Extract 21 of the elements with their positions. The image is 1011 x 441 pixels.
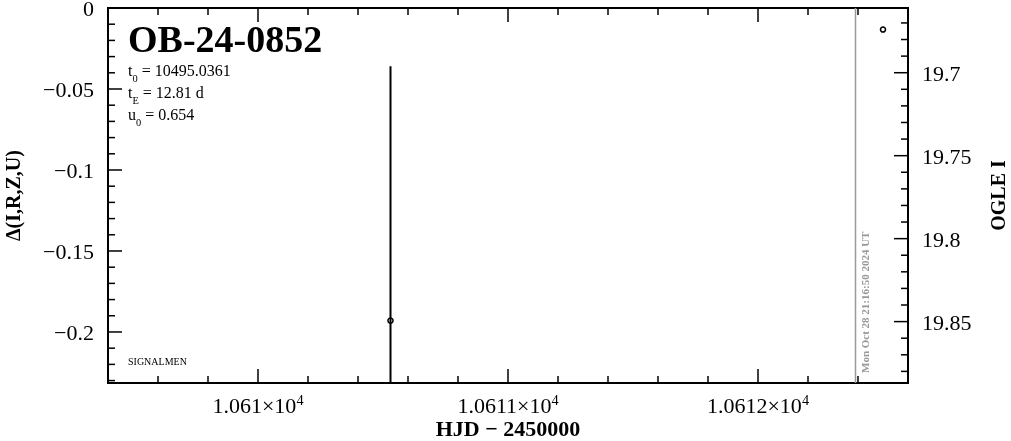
- y2-tick-label: 19.75: [922, 143, 972, 169]
- x-tick-label: 1.0612×10$^{4}$: [706, 392, 810, 418]
- y-tick-label: −0.2: [54, 319, 94, 345]
- y2-tick-label: 19.7: [922, 60, 961, 86]
- y2-tick-label: 19.8: [922, 226, 961, 252]
- y-tick-label: −0.1: [54, 157, 94, 183]
- annotation: Mon Oct 28 21:16:50 2024 UT: [858, 230, 871, 373]
- annotation: u$_{0}$ = 0.654: [128, 106, 195, 128]
- chart-title: OB-24-0852: [128, 18, 323, 60]
- x-tick-label: 1.0611×10$^{4}$: [457, 392, 559, 418]
- x-tick-label: 1.061×10$^{4}$: [212, 392, 304, 418]
- y-axis-title: Δ(I,R,Z,U): [2, 150, 25, 241]
- annotation: SIGNALMEN: [128, 356, 187, 367]
- y-tick-label: 0: [83, 0, 94, 21]
- annotation: t$_{E}$ = 12.81 d: [128, 84, 204, 106]
- annotation: t$_{0}$ = 10495.0361: [128, 62, 231, 84]
- y2-tick-label: 19.85: [922, 309, 972, 335]
- y-tick-label: −0.15: [43, 238, 94, 264]
- x-axis-title: HJD − 2450000: [435, 416, 581, 441]
- y2-axis-title: OGLE I: [987, 160, 1009, 231]
- y-tick-label: −0.05: [43, 76, 94, 102]
